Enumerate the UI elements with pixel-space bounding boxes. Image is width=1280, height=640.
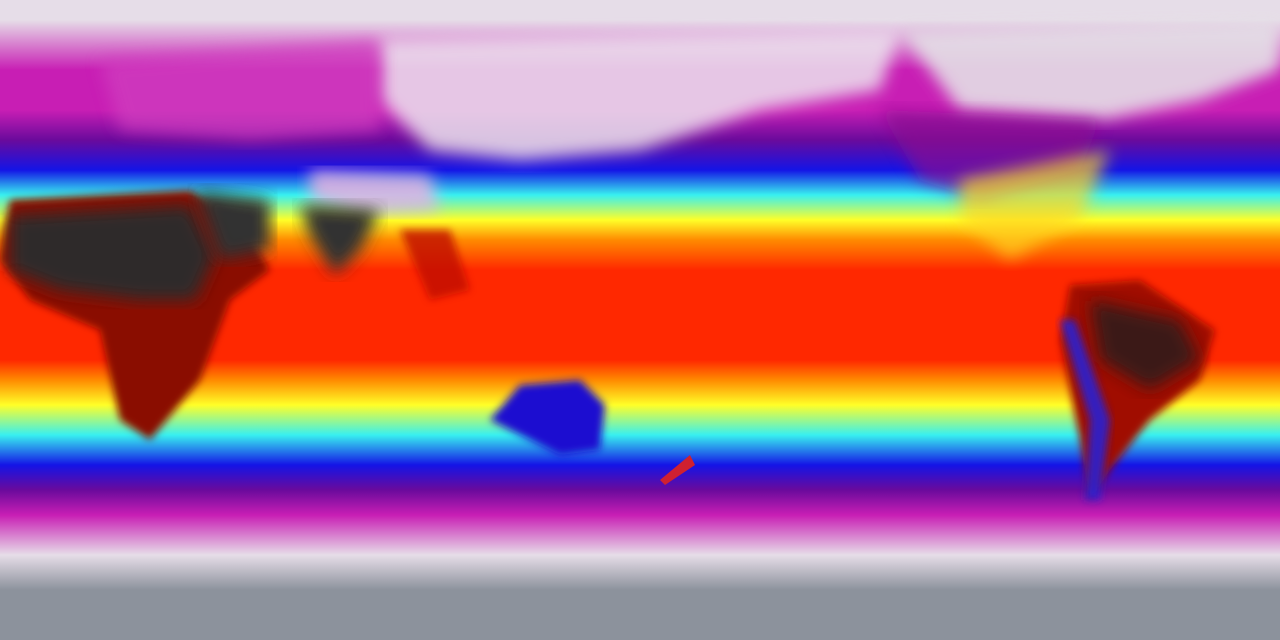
southeast-asia — [400, 230, 470, 300]
siberia-region — [380, 30, 900, 160]
india — [300, 205, 380, 275]
australia — [490, 380, 605, 455]
sahara — [10, 205, 215, 300]
andes — [1060, 320, 1110, 500]
europe-region — [100, 40, 380, 140]
arctic-north-america — [900, 20, 1280, 120]
usa-region — [960, 150, 1110, 260]
amazon-core — [1090, 300, 1200, 390]
tibet-region — [310, 170, 440, 215]
arabia — [195, 190, 270, 260]
new-zealand — [660, 455, 695, 485]
